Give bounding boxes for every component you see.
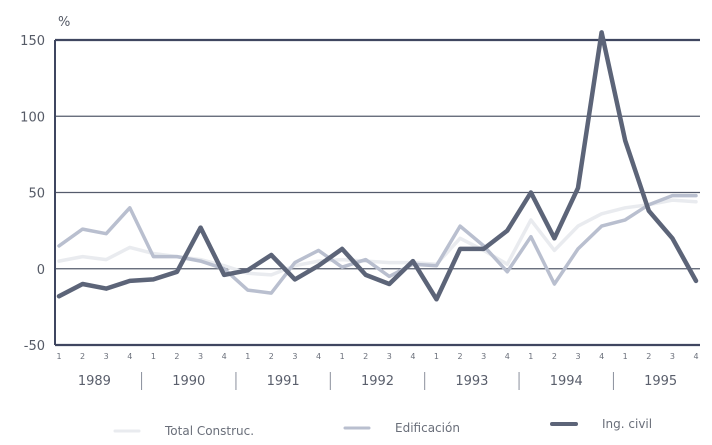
year-label: 1989 bbox=[78, 374, 111, 389]
x-tick-label: 3 bbox=[670, 352, 675, 361]
x-tick-label: 4 bbox=[693, 352, 698, 361]
x-tick-label: 2 bbox=[646, 352, 651, 361]
x-tick-label: 1 bbox=[151, 352, 156, 361]
x-tick-label: 4 bbox=[599, 352, 604, 361]
gridlines bbox=[54, 38, 700, 347]
x-tick-label: 3 bbox=[198, 352, 203, 361]
x-year-labels: 1989 1990 1991 1992 1993 1994 1995 bbox=[78, 372, 677, 390]
x-tick-label: 2 bbox=[552, 352, 557, 361]
x-tick-label: 2 bbox=[363, 352, 368, 361]
y-tick-label: 50 bbox=[28, 187, 45, 202]
x-tick-label: 4 bbox=[410, 352, 415, 361]
y-tick-label: 0 bbox=[37, 263, 45, 278]
x-tick-label: 4 bbox=[316, 352, 321, 361]
x-tick-label: 3 bbox=[481, 352, 486, 361]
x-tick-label: 2 bbox=[269, 352, 274, 361]
x-tick-label: 4 bbox=[222, 352, 227, 361]
x-tick-label: 1 bbox=[623, 352, 628, 361]
x-tick-label: 1 bbox=[434, 352, 439, 361]
legend-label: Ing. civil bbox=[602, 417, 652, 431]
y-tick-label: 100 bbox=[20, 110, 45, 125]
y-tick-label: 150 bbox=[20, 34, 45, 49]
series-line bbox=[57, 198, 698, 277]
x-tick-label: 2 bbox=[80, 352, 85, 361]
x-tick-label: 2 bbox=[458, 352, 463, 361]
x-tick-label: 3 bbox=[292, 352, 297, 361]
x-tick-label: 3 bbox=[104, 352, 109, 361]
legend: Total Construc. Edificación Ing. civil bbox=[113, 417, 652, 438]
year-label: 1993 bbox=[455, 374, 488, 389]
x-tick-label: 4 bbox=[505, 352, 510, 361]
y-tick-labels: 150 100 50 0 -50 bbox=[20, 34, 45, 354]
series-lines bbox=[56, 30, 699, 302]
legend-label: Edificación bbox=[395, 421, 460, 435]
x-tick-label: 3 bbox=[387, 352, 392, 361]
y-axis-unit-label: % bbox=[58, 15, 70, 30]
year-label: 1995 bbox=[644, 374, 677, 389]
year-label: 1991 bbox=[267, 374, 300, 389]
x-tick-label: 1 bbox=[528, 352, 533, 361]
x-tick-label: 3 bbox=[575, 352, 580, 361]
x-tick-label: 1 bbox=[340, 352, 345, 361]
series-line bbox=[57, 193, 698, 295]
x-tick-label: 1 bbox=[56, 352, 61, 361]
series-line bbox=[56, 30, 699, 302]
x-tick-label: 4 bbox=[127, 352, 132, 361]
year-label: 1994 bbox=[550, 374, 583, 389]
year-label: 1990 bbox=[172, 374, 205, 389]
legend-label: Total Construc. bbox=[164, 424, 254, 438]
x-tick-label: 2 bbox=[174, 352, 179, 361]
x-tick-label: 1 bbox=[245, 352, 250, 361]
year-label: 1992 bbox=[361, 374, 394, 389]
x-quarter-labels: 1 2 3 4 1 2 3 4 1 2 3 4 1 2 3 4 1 2 3 4 1 2 3 4 1 2 3 4 bbox=[56, 352, 698, 361]
y-tick-label: -50 bbox=[24, 339, 45, 354]
